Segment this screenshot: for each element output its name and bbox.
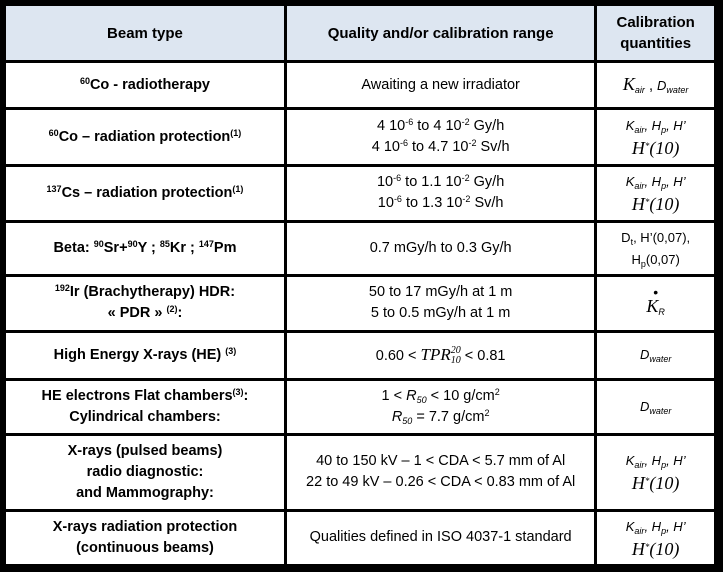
- quality-cell: 1 < R50 < 10 g/cm2 R50 = 7.7 g/cm2: [286, 380, 595, 433]
- beam-calibration-table: Beam type Quality and/or calibration ran…: [3, 3, 717, 567]
- table-row: X-rays radiation protection (continuous …: [6, 511, 714, 564]
- quality-cell: 4 10-6 to 4 10-2 Gy/h 4 10-6 to 4.7 10-2…: [286, 110, 595, 164]
- calibration-cell: Dwater: [597, 380, 714, 433]
- beam-cell: High Energy X-rays (HE) (3): [6, 332, 284, 378]
- quality-cell: 0.60 < TPR20 10 < 0.81: [286, 332, 595, 378]
- table-row: 137Cs – radiation protection(1) 10-6 to …: [6, 166, 714, 220]
- quality-cell: 10-6 to 1.1 10-2 Gy/h 10-6 to 1.3 10-2 S…: [286, 166, 595, 220]
- beam-cell: 192Ir (Brachytherapy) HDR: « PDR » (2):: [6, 277, 284, 330]
- table-row: X-rays (pulsed beams) radio diagnostic: …: [6, 435, 714, 509]
- header-row: Beam type Quality and/or calibration ran…: [6, 6, 714, 61]
- header-calibration: Calibration quantities: [597, 6, 714, 61]
- quality-cell: 0.7 mGy/h to 0.3 Gy/h: [286, 223, 595, 275]
- quality-cell: 50 to 17 mGy/h at 1 m 5 to 0.5 mGy/h at …: [286, 277, 595, 330]
- table-row: High Energy X-rays (HE) (3) 0.60 < TPR20…: [6, 332, 714, 378]
- table-row: 192Ir (Brachytherapy) HDR: « PDR » (2): …: [6, 277, 714, 330]
- beam-cell: X-rays (pulsed beams) radio diagnostic: …: [6, 435, 284, 509]
- calibration-cell: Kair, Hp, H’ H*(10): [597, 166, 714, 220]
- table-row: Beta: 90Sr+90Y ; 85Kr ; 147Pm 0.7 mGy/h …: [6, 223, 714, 275]
- beam-cell: 137Cs – radiation protection(1): [6, 166, 284, 220]
- calibration-cell: Kair, Hp, H’ H*(10): [597, 435, 714, 509]
- quality-cell: 40 to 150 kV – 1 < CDA < 5.7 mm of Al 22…: [286, 435, 595, 509]
- header-quality: Quality and/or calibration range: [286, 6, 595, 61]
- beam-cell: 60Co – radiation protection(1): [6, 110, 284, 164]
- calibration-cell: • KR: [597, 277, 714, 330]
- header-beam-type: Beam type: [6, 6, 284, 61]
- beam-cell: HE electrons Flat chambers(3): Cylindric…: [6, 380, 284, 433]
- table-row: HE electrons Flat chambers(3): Cylindric…: [6, 380, 714, 433]
- calibration-cell: Kair , Dwater: [597, 63, 714, 108]
- table-row: 60Co - radiotherapy Awaiting a new irrad…: [6, 63, 714, 108]
- beam-cell: Beta: 90Sr+90Y ; 85Kr ; 147Pm: [6, 223, 284, 275]
- table-row: 60Co – radiation protection(1) 4 10-6 to…: [6, 110, 714, 164]
- calibration-cell: Dt, H’(0,07), Hp(0,07): [597, 223, 714, 275]
- quality-cell: Awaiting a new irradiator: [286, 63, 595, 108]
- calibration-cell: Kair, Hp, H’ H*(10): [597, 511, 714, 564]
- beam-cell: X-rays radiation protection (continuous …: [6, 511, 284, 564]
- quality-cell: Qualities defined in ISO 4037-1 standard: [286, 511, 595, 564]
- calibration-cell: Dwater: [597, 332, 714, 378]
- dot-rate-icon: •: [653, 283, 659, 300]
- calibration-cell: Kair, Hp, H’ H*(10): [597, 110, 714, 164]
- beam-cell: 60Co - radiotherapy: [6, 63, 284, 108]
